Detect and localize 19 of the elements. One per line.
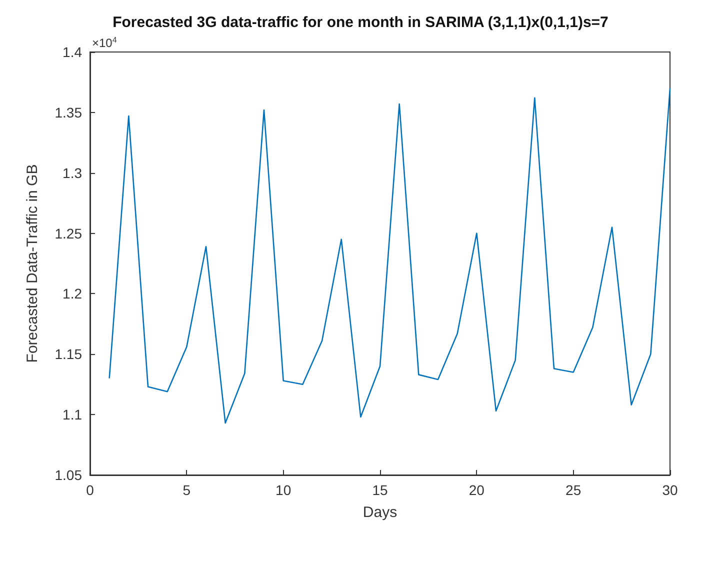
x-tick-label: 10 — [276, 482, 292, 498]
y-tick-label: 1.4 — [62, 44, 82, 60]
y-tick-label: 1.15 — [54, 346, 82, 362]
y-tick-label: 1.1 — [62, 406, 82, 423]
y-tick-label: 1.25 — [54, 225, 82, 242]
x-tick-label: 0 — [86, 482, 94, 498]
x-tick-label: 20 — [468, 482, 485, 498]
x-tick-label: 25 — [566, 482, 582, 498]
x-tick-label: 30 — [662, 482, 678, 498]
chart-title: Forecasted 3G data-traffic for one month in SARIMA (3,1,1)x(0,1,1)s=7 — [112, 14, 608, 31]
y-axis-title: Forecasted Data-Traffic in GB — [24, 164, 41, 363]
y-tick-label: 1.3 — [62, 164, 82, 181]
x-tick-label: 15 — [372, 482, 388, 498]
x-tick-label: 5 — [182, 482, 191, 498]
y-tick-label: 1.2 — [62, 286, 82, 302]
y-tick-label: 1.05 — [54, 467, 82, 483]
y-tick-label: 1.35 — [54, 104, 82, 120]
line-series — [108, 88, 671, 424]
x-axis-title: Days — [362, 504, 398, 521]
